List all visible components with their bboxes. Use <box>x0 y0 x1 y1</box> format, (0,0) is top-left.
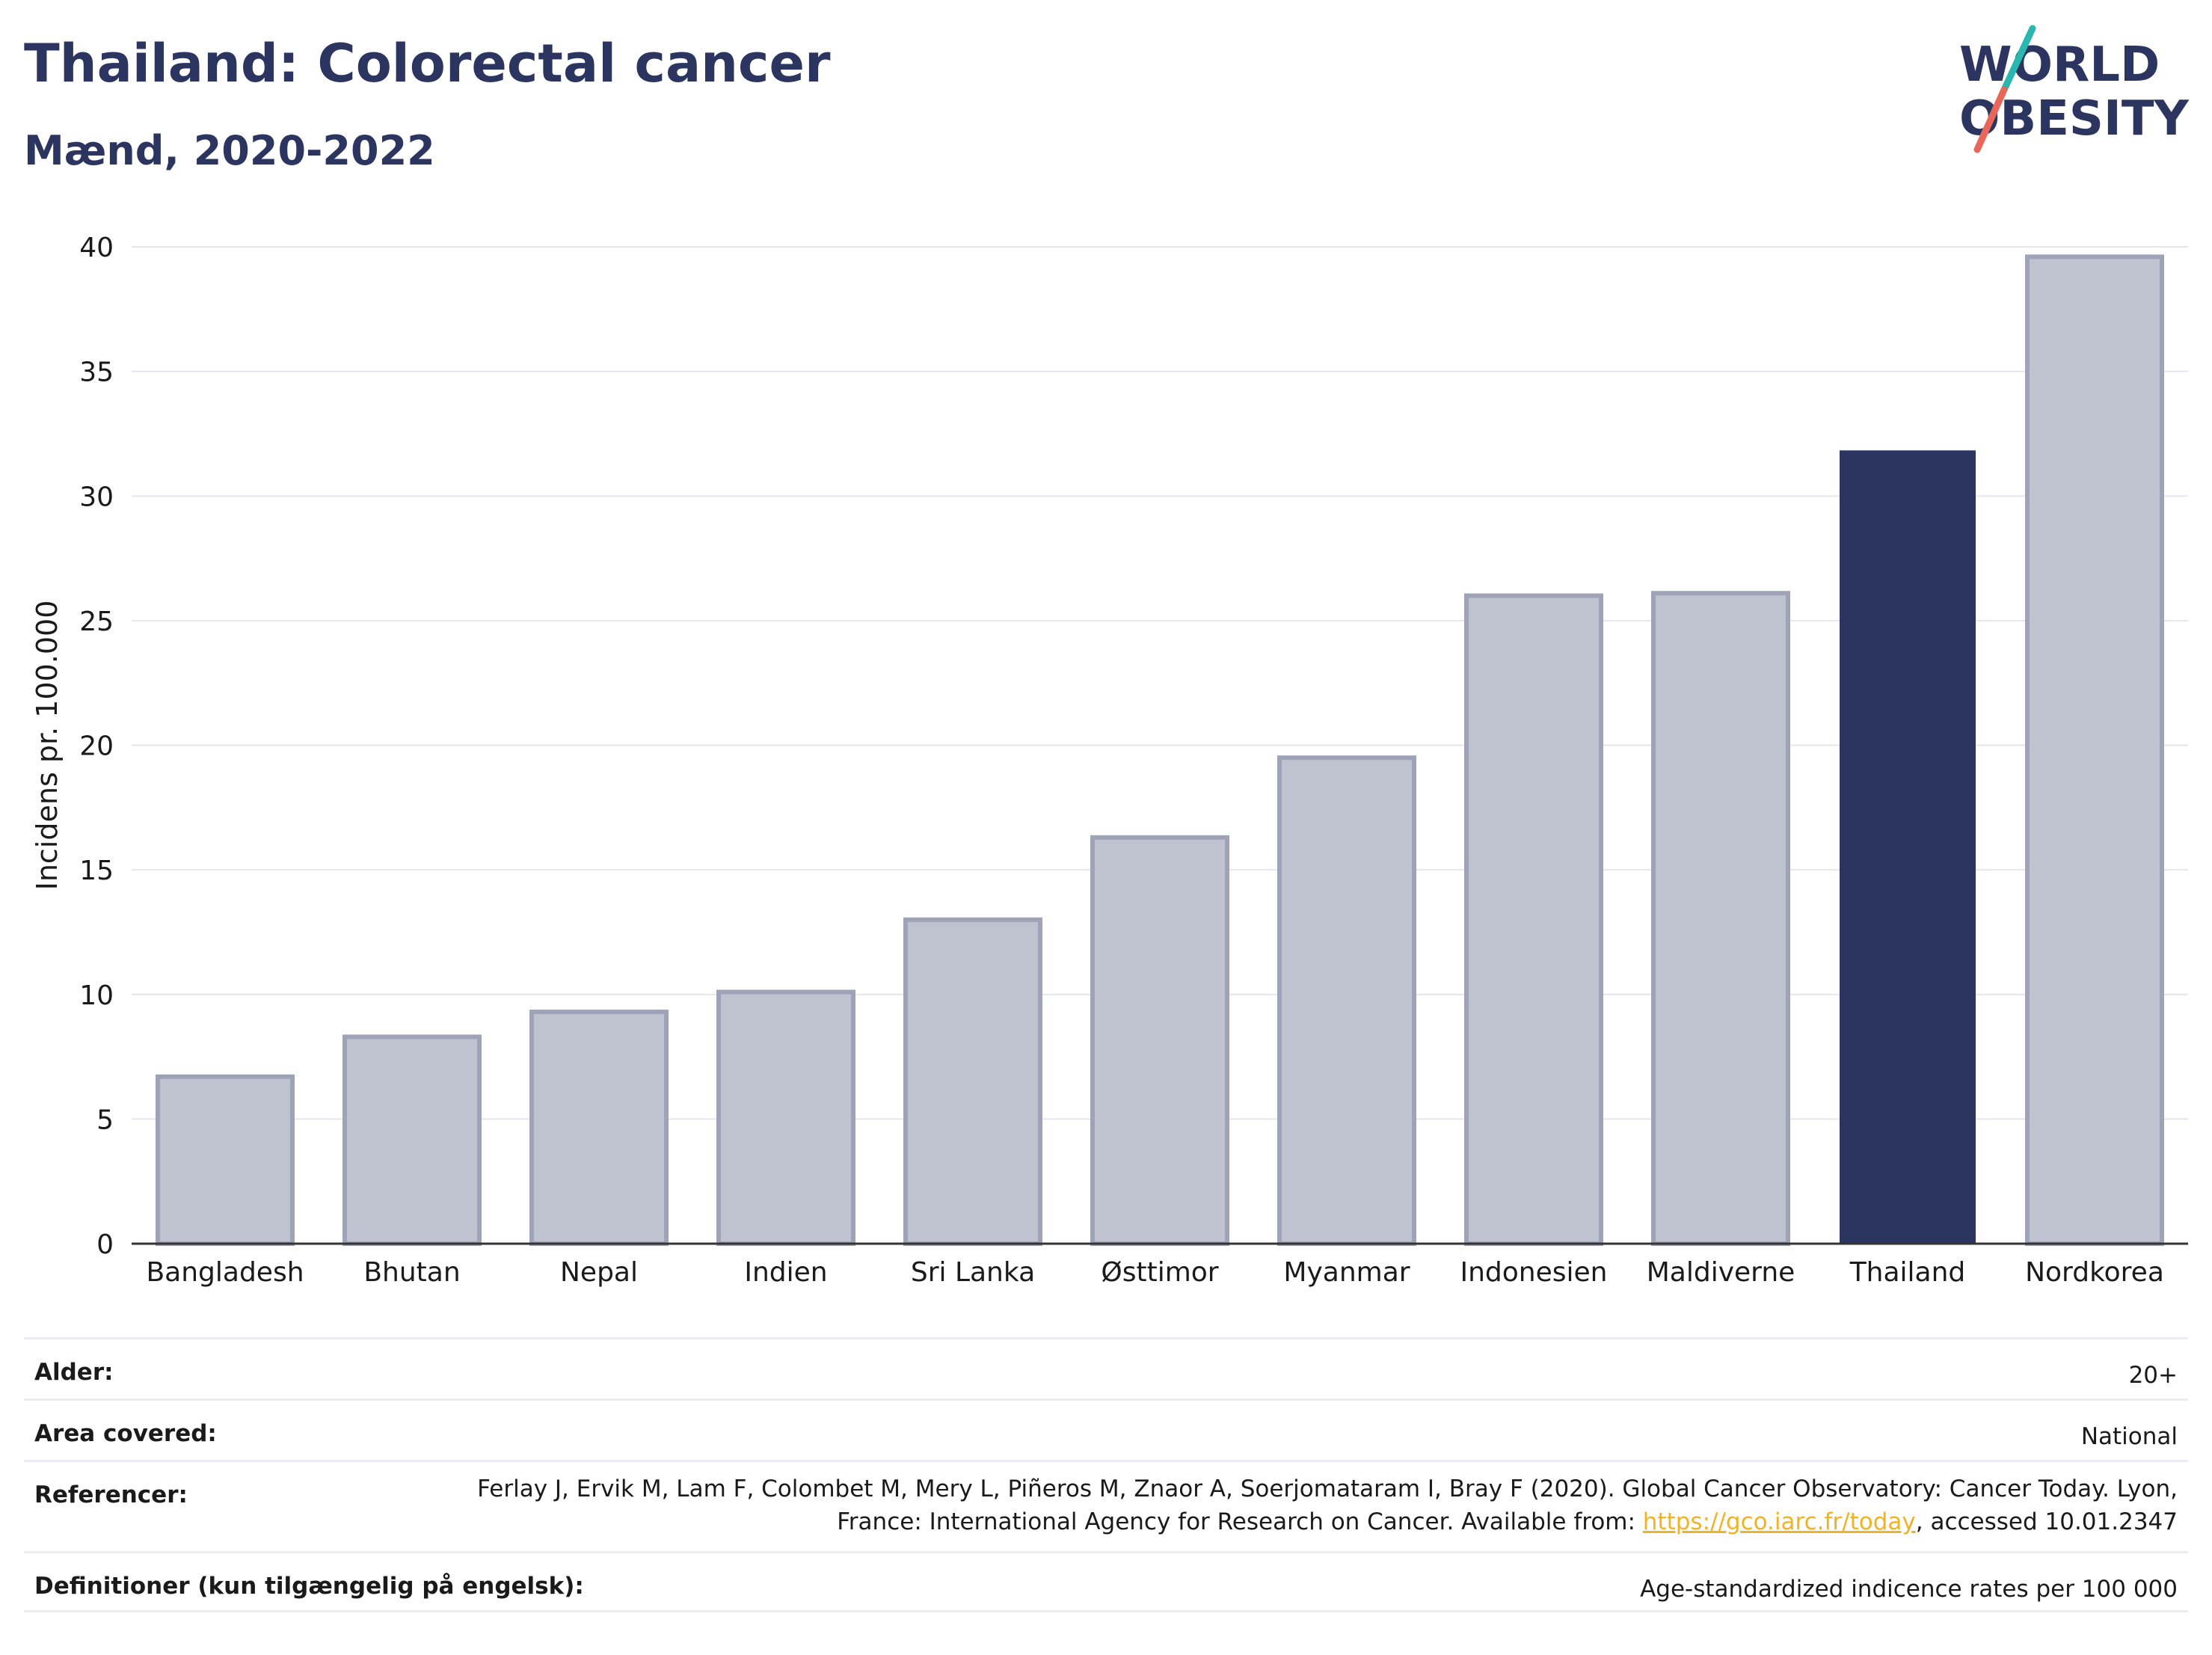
meta-age-label: Alder: <box>34 1359 114 1386</box>
bar-chart: 0 5 10 15 20 25 30 35 40 Bangladesh Bhutan Nepal Ind… <box>31 233 2188 1288</box>
bar-thailand <box>1840 450 1976 1244</box>
meta-row-area: Area covered: National <box>24 1398 2188 1460</box>
y-tick-label: 40 <box>79 233 114 263</box>
meta-row-references: Referencer: Ferlay J, Ervik M, Lam F, Co… <box>24 1460 2188 1551</box>
meta-ref-value: Ferlay J, Ervik M, Lam F, Colombet M, Me… <box>473 1462 2178 1538</box>
x-tick-label: Maldiverne <box>1647 1257 1795 1288</box>
axes: 0 5 10 15 20 25 30 35 40 Bangladesh Bhutan Nepal Ind… <box>31 233 2188 1288</box>
bar-indonesien <box>1464 593 1603 1246</box>
y-tick-label: 25 <box>79 607 114 637</box>
y-tick-label: 10 <box>79 980 114 1011</box>
bar-myanmar <box>1277 755 1416 1246</box>
x-tick-label: Indonesien <box>1460 1257 1608 1288</box>
y-tick-label: 20 <box>79 731 114 762</box>
ref-text-1: Ferlay J, Ervik M, Lam F, Colombet M, Me… <box>477 1476 2178 1535</box>
bar-bhutan <box>342 1034 482 1246</box>
bar-nepal <box>529 1010 669 1246</box>
meta-row-definitions: Definitioner (kun tilgængelig på engelsk… <box>24 1551 2188 1612</box>
ref-text-2: , accessed 10.01.2347 <box>1915 1508 2178 1535</box>
y-tick-label: 15 <box>79 856 114 886</box>
meta-area-label: Area covered: <box>34 1420 217 1447</box>
bar-maldiverne <box>1651 591 1790 1246</box>
x-tick-label: Nordkorea <box>2025 1257 2164 1288</box>
bar-sri-lanka <box>903 917 1042 1247</box>
bar-bangladesh <box>156 1074 295 1247</box>
bar-østtimor <box>1090 835 1229 1246</box>
bar-indien <box>716 989 855 1246</box>
logo-slash-teal <box>2000 25 2036 93</box>
chart-subtitle: Mænd, 2020-2022 <box>24 127 435 174</box>
meta-def-value: Age-standardized indicence rates per 100… <box>1640 1576 2178 1603</box>
x-tick-label: Sri Lanka <box>911 1257 1035 1288</box>
x-tick-label: Indien <box>744 1257 827 1288</box>
bar-nordkorea <box>2025 254 2164 1247</box>
y-tick-label: 30 <box>79 482 114 512</box>
meta-age-value: 20+ <box>2128 1362 2178 1389</box>
x-tick-label: Bangladesh <box>146 1257 304 1288</box>
x-tick-label: Myanmar <box>1283 1257 1410 1288</box>
y-tick-label: 0 <box>96 1229 114 1260</box>
x-tick-label: Thailand <box>1849 1257 1966 1288</box>
ref-link[interactable]: https://gco.iarc.fr/today <box>1642 1508 1916 1535</box>
y-tick-label: 5 <box>96 1105 114 1135</box>
x-tick-label: Bhutan <box>363 1257 460 1288</box>
meta-def-label: Definitioner (kun tilgængelig på engelsk… <box>34 1573 584 1600</box>
y-tick-label: 35 <box>79 357 114 388</box>
meta-area-value: National <box>2080 1423 2178 1450</box>
y-axis-label: Incidens pr. 100.000 <box>31 601 64 891</box>
meta-ref-label: Referencer: <box>34 1481 188 1508</box>
x-tick-label: Nepal <box>560 1257 638 1288</box>
meta-row-age: Alder: 20+ <box>24 1337 2188 1398</box>
chart-title: Thailand: Colorectal cancer <box>24 33 831 94</box>
logo-line-1: WORLD <box>1959 37 2160 93</box>
bars <box>156 254 2164 1247</box>
x-tick-label: Østtimor <box>1101 1257 1218 1288</box>
world-obesity-logo: WORLD OBESITY <box>1959 25 2189 153</box>
logo-slash-red <box>1973 86 2008 153</box>
metadata-table: Alder: 20+ Area covered: National Refere… <box>24 1337 2188 1612</box>
